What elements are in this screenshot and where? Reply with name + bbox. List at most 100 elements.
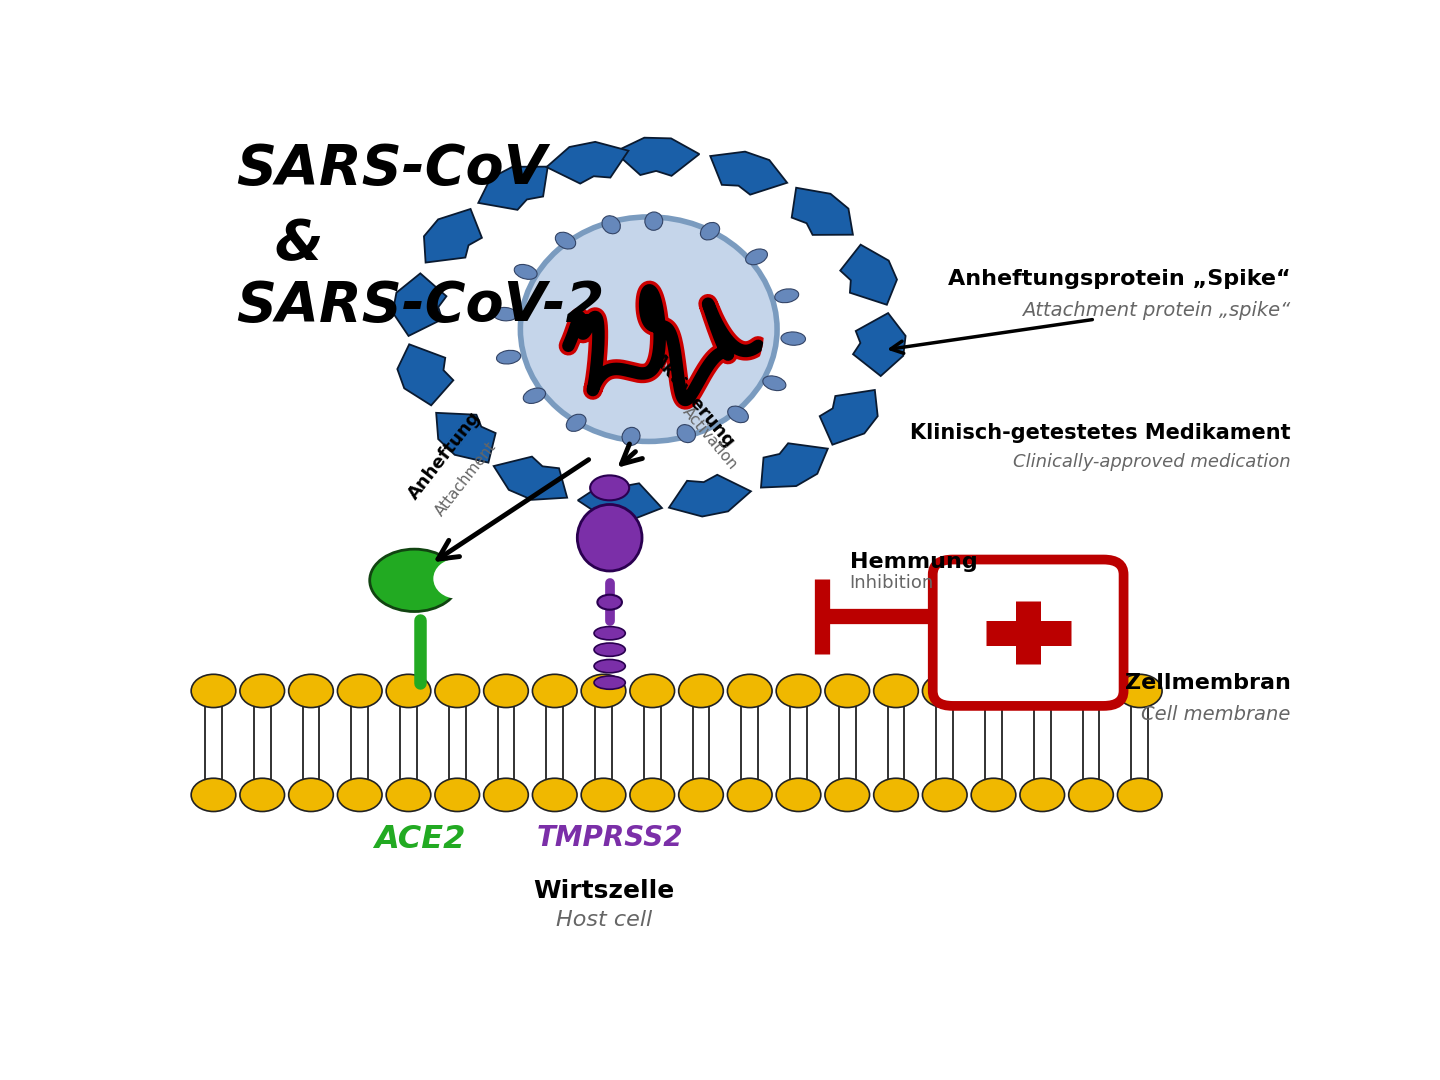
Text: Anheftungsprotein „Spike“: Anheftungsprotein „Spike“ bbox=[948, 269, 1290, 289]
Text: Attachment protein „spike“: Attachment protein „spike“ bbox=[1022, 301, 1290, 321]
Ellipse shape bbox=[727, 406, 749, 422]
Circle shape bbox=[923, 779, 968, 811]
Ellipse shape bbox=[763, 376, 786, 391]
Circle shape bbox=[776, 779, 821, 811]
Circle shape bbox=[582, 779, 626, 811]
Circle shape bbox=[1068, 779, 1113, 811]
Text: Inhibition: Inhibition bbox=[850, 573, 935, 592]
Text: Wirtszelle: Wirtszelle bbox=[533, 878, 675, 903]
Circle shape bbox=[484, 779, 528, 811]
Ellipse shape bbox=[556, 232, 576, 249]
Circle shape bbox=[629, 779, 674, 811]
Circle shape bbox=[1020, 779, 1064, 811]
Text: Klinisch-getestetes Medikament: Klinisch-getestetes Medikament bbox=[910, 423, 1290, 443]
Ellipse shape bbox=[598, 595, 622, 610]
Polygon shape bbox=[478, 166, 547, 210]
Ellipse shape bbox=[622, 428, 639, 446]
Ellipse shape bbox=[497, 350, 521, 364]
Circle shape bbox=[874, 674, 919, 707]
Text: SARS-CoV: SARS-CoV bbox=[236, 143, 546, 197]
Ellipse shape bbox=[602, 216, 621, 233]
Circle shape bbox=[825, 779, 870, 811]
Circle shape bbox=[1117, 779, 1162, 811]
Circle shape bbox=[727, 674, 772, 707]
Text: Zellmembran: Zellmembran bbox=[1125, 673, 1290, 692]
Circle shape bbox=[337, 779, 382, 811]
Circle shape bbox=[727, 779, 772, 811]
Ellipse shape bbox=[595, 676, 625, 689]
Text: Hemmung: Hemmung bbox=[850, 552, 978, 572]
Circle shape bbox=[288, 674, 333, 707]
Circle shape bbox=[825, 674, 870, 707]
Circle shape bbox=[582, 674, 626, 707]
Circle shape bbox=[240, 674, 285, 707]
Circle shape bbox=[874, 779, 919, 811]
Text: Anheftung: Anheftung bbox=[405, 407, 484, 502]
Ellipse shape bbox=[590, 475, 629, 500]
Circle shape bbox=[971, 779, 1015, 811]
Text: ACE2: ACE2 bbox=[374, 824, 465, 855]
Text: TMPRSS2: TMPRSS2 bbox=[537, 824, 683, 852]
Circle shape bbox=[386, 674, 431, 707]
Circle shape bbox=[629, 674, 674, 707]
Ellipse shape bbox=[645, 212, 662, 230]
Ellipse shape bbox=[520, 217, 778, 442]
Ellipse shape bbox=[595, 643, 625, 657]
Circle shape bbox=[435, 674, 480, 707]
Text: Clinically-approved medication: Clinically-approved medication bbox=[1012, 454, 1290, 471]
Polygon shape bbox=[547, 141, 628, 184]
Circle shape bbox=[240, 779, 285, 811]
Text: Attachment: Attachment bbox=[433, 440, 500, 519]
Circle shape bbox=[288, 779, 333, 811]
Ellipse shape bbox=[523, 388, 546, 404]
Text: &: & bbox=[275, 217, 323, 271]
Polygon shape bbox=[615, 137, 700, 176]
Circle shape bbox=[1020, 674, 1064, 707]
Polygon shape bbox=[852, 313, 906, 376]
Ellipse shape bbox=[595, 660, 625, 673]
Polygon shape bbox=[841, 245, 897, 305]
Circle shape bbox=[533, 779, 577, 811]
Ellipse shape bbox=[775, 288, 799, 302]
Circle shape bbox=[923, 674, 968, 707]
Polygon shape bbox=[819, 390, 878, 445]
Circle shape bbox=[386, 779, 431, 811]
Ellipse shape bbox=[492, 308, 517, 321]
Circle shape bbox=[971, 674, 1015, 707]
Ellipse shape bbox=[700, 222, 720, 240]
Circle shape bbox=[337, 674, 382, 707]
Circle shape bbox=[1117, 674, 1162, 707]
Ellipse shape bbox=[677, 424, 696, 443]
Circle shape bbox=[192, 674, 236, 707]
Circle shape bbox=[678, 779, 723, 811]
Polygon shape bbox=[577, 481, 662, 521]
Polygon shape bbox=[423, 208, 482, 262]
Ellipse shape bbox=[780, 332, 805, 346]
Circle shape bbox=[435, 779, 480, 811]
Text: SARS-CoV-2: SARS-CoV-2 bbox=[236, 280, 603, 334]
FancyBboxPatch shape bbox=[933, 559, 1123, 706]
Circle shape bbox=[678, 674, 723, 707]
Polygon shape bbox=[710, 151, 788, 194]
Polygon shape bbox=[670, 475, 750, 516]
Ellipse shape bbox=[514, 265, 537, 280]
Circle shape bbox=[533, 674, 577, 707]
Polygon shape bbox=[436, 413, 495, 462]
Ellipse shape bbox=[370, 549, 459, 611]
Polygon shape bbox=[393, 273, 446, 336]
Circle shape bbox=[192, 779, 236, 811]
Ellipse shape bbox=[566, 415, 586, 431]
Circle shape bbox=[484, 674, 528, 707]
Ellipse shape bbox=[746, 249, 768, 265]
Circle shape bbox=[1068, 674, 1113, 707]
Ellipse shape bbox=[595, 626, 625, 639]
Text: Activation: Activation bbox=[680, 404, 740, 472]
Text: Aktivierung: Aktivierung bbox=[648, 350, 739, 451]
Polygon shape bbox=[760, 443, 828, 487]
Text: Host cell: Host cell bbox=[556, 909, 652, 930]
Polygon shape bbox=[494, 457, 567, 500]
Ellipse shape bbox=[433, 558, 480, 598]
Polygon shape bbox=[397, 345, 454, 405]
Text: Cell membrane: Cell membrane bbox=[1140, 705, 1290, 724]
Circle shape bbox=[776, 674, 821, 707]
